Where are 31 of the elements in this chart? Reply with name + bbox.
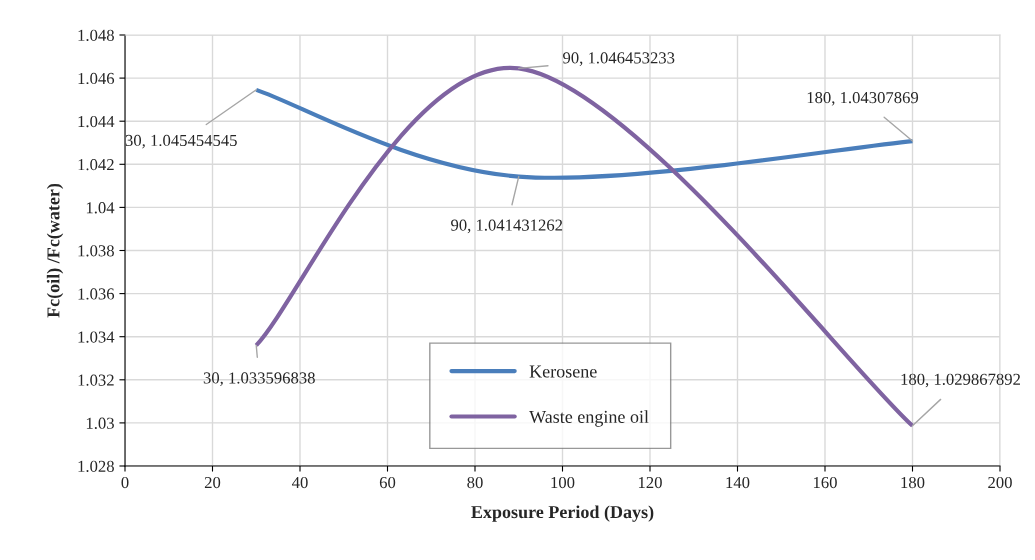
y-tick-label: 1.03	[86, 417, 114, 429]
x-tick-label: 180	[901, 476, 925, 489]
y-tick-label: 1.038	[78, 245, 114, 257]
x-tick-label: 120	[638, 476, 662, 489]
y-tick-label: 1.034	[78, 331, 115, 343]
y-tick-label: 1.042	[78, 159, 114, 171]
annotation: 180, 1.029867892	[901, 373, 1020, 388]
y-axis-title: Fc(oil) /Fc(water)	[46, 183, 64, 318]
x-tick-label: 60	[379, 476, 396, 489]
y-tick-label: 1.044	[78, 115, 115, 128]
x-axis-title: Exposure Period (Days)	[471, 505, 654, 522]
legend-label: Kerosene	[529, 365, 597, 378]
y-tick-label: 1.032	[78, 374, 114, 386]
x-tick-label: 140	[726, 476, 750, 489]
legend-label: Waste engine oil	[529, 410, 649, 427]
annotation: 90, 1.046453233	[563, 52, 675, 66]
x-tick-label: 200	[988, 476, 1012, 489]
x-tick-label: 160	[813, 476, 837, 489]
x-tick-label: 0	[121, 476, 129, 489]
x-tick-label: 80	[467, 476, 483, 489]
annotation: 30, 1.033596838	[203, 372, 315, 386]
y-tick-label: 1.028	[78, 460, 114, 473]
y-tick-label: 1.04	[86, 202, 115, 214]
x-tick-label: 100	[551, 476, 575, 489]
x-tick-label: 20	[204, 476, 221, 489]
x-tick-label: 40	[291, 476, 308, 489]
y-tick-label: 1.036	[78, 288, 115, 300]
y-tick-label: 1.048	[78, 29, 114, 42]
y-tick-label: 1.046	[78, 72, 115, 85]
annotation: 180, 1.04307869	[807, 91, 919, 106]
annotation: 90, 1.041431262	[451, 219, 563, 234]
